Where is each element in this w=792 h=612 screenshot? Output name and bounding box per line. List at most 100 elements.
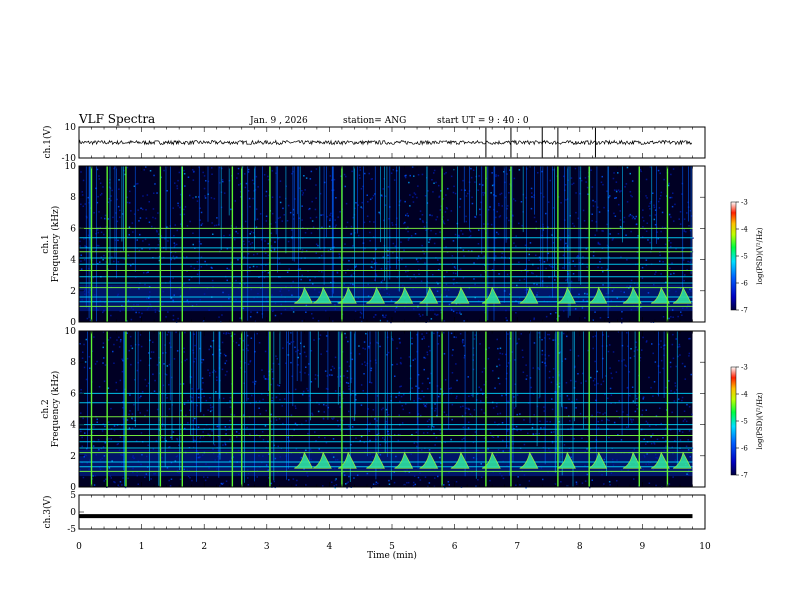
noise-pixel bbox=[519, 279, 521, 281]
noise-pixel bbox=[292, 311, 295, 313]
noise-pixel bbox=[688, 430, 691, 432]
noise-pixel bbox=[379, 454, 382, 456]
noise-pixel bbox=[96, 201, 99, 204]
noise-pixel bbox=[374, 279, 376, 281]
noise-pixel bbox=[675, 338, 677, 340]
noise-pixel bbox=[440, 388, 442, 390]
noise-pixel bbox=[456, 312, 458, 314]
noise-pixel bbox=[184, 206, 187, 208]
noise-pixel bbox=[145, 166, 147, 168]
noise-pixel bbox=[609, 233, 611, 235]
noise-pixel bbox=[479, 343, 481, 345]
noise-pixel bbox=[440, 190, 442, 192]
noise-pixel bbox=[653, 218, 656, 221]
noise-pixel bbox=[336, 271, 338, 274]
noise-pixel bbox=[179, 295, 182, 297]
noise-pixel bbox=[628, 371, 630, 373]
noise-pixel bbox=[603, 458, 606, 461]
noise-pixel bbox=[478, 386, 480, 388]
noise-pixel bbox=[132, 471, 134, 474]
noise-pixel bbox=[411, 343, 413, 345]
noise-pixel bbox=[403, 249, 405, 251]
y-tick-label: 0 bbox=[70, 483, 76, 493]
noise-pixel bbox=[226, 267, 228, 270]
noise-pixel bbox=[459, 303, 461, 305]
noise-pixel bbox=[656, 438, 659, 441]
noise-pixel bbox=[109, 475, 112, 477]
noise-pixel bbox=[94, 363, 97, 365]
noise-pixel bbox=[168, 408, 171, 410]
start-time-label: start UT = 9 : 40 : 0 bbox=[437, 116, 529, 126]
noise-pixel bbox=[352, 283, 354, 286]
noise-pixel bbox=[348, 260, 350, 262]
noise-pixel bbox=[311, 414, 314, 416]
noise-pixel bbox=[237, 172, 239, 175]
noise-pixel bbox=[222, 482, 225, 485]
noise-pixel bbox=[81, 299, 83, 301]
noise-pixel bbox=[141, 208, 144, 211]
noise-pixel bbox=[264, 240, 266, 242]
noise-pixel bbox=[371, 261, 373, 263]
noise-pixel bbox=[118, 179, 120, 181]
noise-pixel bbox=[137, 344, 140, 346]
noise-pixel bbox=[215, 224, 218, 226]
noise-pixel bbox=[538, 396, 541, 399]
noise-pixel bbox=[687, 291, 689, 293]
noise-pixel bbox=[199, 207, 201, 209]
noise-pixel bbox=[184, 359, 186, 362]
noise-pixel bbox=[677, 398, 680, 400]
noise-pixel bbox=[119, 209, 121, 212]
noise-pixel bbox=[674, 440, 676, 442]
noise-pixel bbox=[99, 261, 101, 263]
noise-pixel bbox=[301, 288, 304, 291]
noise-pixel bbox=[196, 452, 198, 455]
noise-pixel bbox=[427, 377, 429, 380]
noise-pixel bbox=[513, 396, 515, 398]
noise-pixel bbox=[142, 240, 144, 242]
noise-pixel bbox=[450, 309, 453, 311]
noise-pixel bbox=[651, 343, 653, 345]
station-label: station= ANG bbox=[343, 116, 406, 126]
noise-pixel bbox=[369, 231, 371, 234]
noise-pixel bbox=[404, 306, 406, 308]
noise-pixel bbox=[375, 483, 377, 485]
noise-pixel bbox=[136, 471, 138, 473]
noise-pixel bbox=[373, 221, 375, 223]
noise-pixel bbox=[575, 481, 578, 483]
noise-pixel bbox=[183, 403, 186, 405]
noise-pixel bbox=[343, 474, 346, 476]
noise-pixel bbox=[451, 372, 454, 374]
noise-pixel bbox=[202, 359, 205, 361]
noise-pixel bbox=[656, 231, 658, 233]
noise-pixel bbox=[265, 297, 267, 299]
noise-pixel bbox=[643, 220, 645, 222]
noise-pixel bbox=[239, 337, 241, 340]
noise-pixel bbox=[290, 332, 292, 334]
noise-pixel bbox=[511, 351, 514, 353]
noise-pixel bbox=[382, 256, 384, 259]
noise-pixel bbox=[525, 487, 527, 489]
noise-pixel bbox=[681, 396, 684, 399]
noise-pixel bbox=[276, 358, 278, 360]
noise-pixel bbox=[154, 311, 157, 313]
noise-pixel bbox=[265, 215, 268, 217]
noise-pixel bbox=[492, 370, 494, 372]
noise-pixel bbox=[495, 255, 497, 257]
chorus-burst bbox=[557, 286, 576, 304]
noise-pixel bbox=[470, 176, 473, 179]
noise-pixel bbox=[641, 277, 644, 279]
noise-pixel bbox=[265, 378, 267, 380]
noise-pixel bbox=[657, 200, 660, 203]
noise-pixel bbox=[408, 412, 411, 414]
noise-pixel bbox=[584, 317, 586, 319]
noise-pixel bbox=[334, 308, 337, 310]
noise-pixel bbox=[98, 386, 101, 388]
noise-pixel bbox=[152, 208, 155, 210]
y-tick-label: 5 bbox=[70, 491, 76, 501]
noise-pixel bbox=[515, 484, 517, 486]
noise-pixel bbox=[518, 169, 521, 171]
noise-pixel bbox=[108, 198, 111, 200]
noise-pixel bbox=[188, 279, 191, 281]
noise-pixel bbox=[250, 288, 252, 291]
noise-pixel bbox=[384, 316, 386, 318]
